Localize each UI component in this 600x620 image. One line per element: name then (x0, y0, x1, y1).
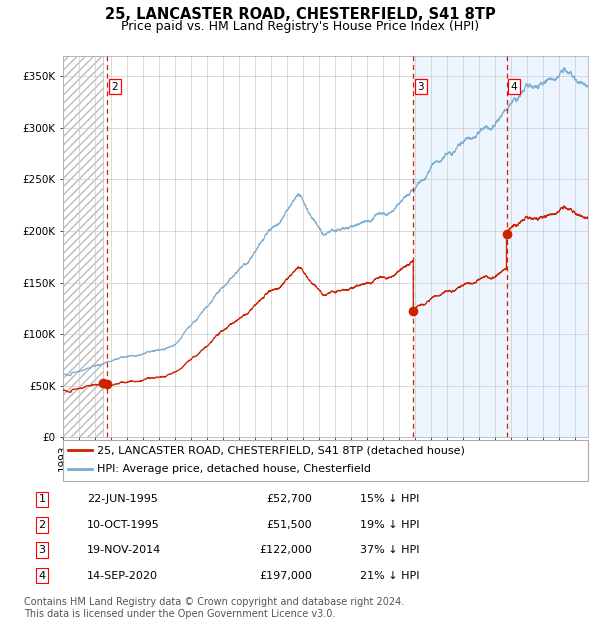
Text: £197,000: £197,000 (259, 570, 312, 581)
Text: 19-NOV-2014: 19-NOV-2014 (87, 545, 161, 556)
Text: 15% ↓ HPI: 15% ↓ HPI (360, 494, 419, 505)
Text: 3: 3 (418, 82, 424, 92)
Text: 19% ↓ HPI: 19% ↓ HPI (360, 520, 419, 530)
Text: HPI: Average price, detached house, Chesterfield: HPI: Average price, detached house, Ches… (97, 464, 371, 474)
Bar (413, 56, 506, 437)
Text: 2: 2 (112, 82, 118, 92)
Text: Price paid vs. HM Land Registry's House Price Index (HPI): Price paid vs. HM Land Registry's House … (121, 20, 479, 33)
Text: 14-SEP-2020: 14-SEP-2020 (87, 570, 158, 581)
Text: 37% ↓ HPI: 37% ↓ HPI (360, 545, 419, 556)
Text: £52,700: £52,700 (266, 494, 312, 505)
Text: 3: 3 (38, 545, 46, 556)
Text: 2: 2 (38, 520, 46, 530)
Text: £122,000: £122,000 (259, 545, 312, 556)
Text: Contains HM Land Registry data © Crown copyright and database right 2024.
This d: Contains HM Land Registry data © Crown c… (24, 597, 404, 619)
Text: 10-OCT-1995: 10-OCT-1995 (87, 520, 160, 530)
Text: 21% ↓ HPI: 21% ↓ HPI (360, 570, 419, 581)
Text: £51,500: £51,500 (266, 520, 312, 530)
Text: 25, LANCASTER ROAD, CHESTERFIELD, S41 8TP: 25, LANCASTER ROAD, CHESTERFIELD, S41 8T… (104, 7, 496, 22)
Bar (506, 56, 588, 437)
Text: 4: 4 (511, 82, 517, 92)
Text: 1: 1 (38, 494, 46, 505)
Text: 4: 4 (38, 570, 46, 581)
FancyBboxPatch shape (63, 440, 588, 480)
Text: 22-JUN-1995: 22-JUN-1995 (87, 494, 158, 505)
Bar (63, 56, 103, 437)
Text: 25, LANCASTER ROAD, CHESTERFIELD, S41 8TP (detached house): 25, LANCASTER ROAD, CHESTERFIELD, S41 8T… (97, 445, 465, 455)
